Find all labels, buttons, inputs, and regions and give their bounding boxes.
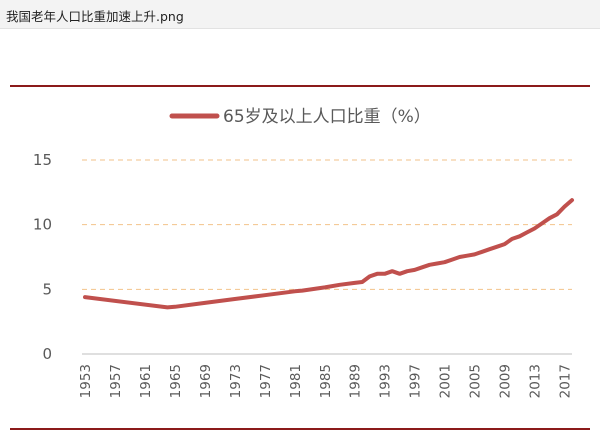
x-tick-label: 1965: [168, 364, 184, 398]
data-point: [480, 250, 484, 253]
y-tick-label: 15: [33, 151, 52, 169]
data-point: [518, 235, 521, 238]
data-point: [406, 270, 409, 273]
series-layer: [83, 198, 574, 310]
data-point: [435, 262, 439, 265]
data-point: [510, 237, 514, 241]
data-point: [540, 222, 544, 225]
data-point: [376, 272, 379, 275]
data-point: [233, 297, 236, 301]
data-point: [383, 272, 386, 275]
data-point: [83, 295, 87, 299]
series-line-0: [83, 198, 574, 310]
x-tick-label: 1981: [288, 364, 304, 398]
top-rule: [10, 85, 590, 87]
data-point: [465, 254, 469, 257]
data-point: [353, 281, 356, 285]
legend-label: 65岁及以上人口比重（%）: [223, 107, 431, 127]
data-point: [428, 263, 431, 266]
data-point: [338, 283, 341, 286]
x-tick-label: 1973: [228, 364, 244, 398]
gridlines: [82, 159, 572, 290]
data-point: [361, 280, 364, 284]
data-point: [533, 227, 536, 230]
data-point: [301, 289, 304, 292]
data-point: [166, 306, 169, 309]
x-tick-label: 2005: [468, 364, 484, 398]
data-point: [503, 242, 506, 246]
y-tick-label: 10: [33, 216, 52, 234]
file-name-label: 我国老年人口比重加速上升.png: [6, 9, 184, 24]
y-tick-label: 0: [42, 345, 52, 363]
tick-labels: 0 5 10 15 1953 1957 1961 1965 1969 1973 1977 1981 19…: [33, 151, 574, 398]
data-point: [473, 253, 476, 256]
data-point: [458, 255, 461, 259]
data-point: [263, 294, 266, 297]
x-tick-label: 1953: [78, 364, 94, 398]
x-tick-label: 1969: [198, 364, 214, 398]
data-point: [203, 301, 207, 305]
x-tick-label: 1957: [108, 364, 124, 398]
data-point: [173, 305, 177, 308]
bottom-rule: [10, 428, 590, 430]
data-point: [391, 270, 394, 273]
legend: 65岁及以上人口比重（%）: [169, 107, 431, 127]
y-tick-label: 5: [42, 280, 52, 298]
x-tick-label: 2009: [498, 364, 514, 398]
x-tick-label: 1993: [378, 364, 394, 398]
data-point: [323, 286, 326, 289]
data-point: [525, 231, 529, 234]
data-point: [495, 245, 499, 248]
window-titlebar: 我国老年人口比重加速上升.png: [0, 0, 600, 29]
data-point: [368, 275, 371, 278]
data-point: [293, 290, 296, 293]
data-point: [398, 272, 401, 275]
data-point: [421, 266, 424, 269]
data-point: [450, 258, 454, 261]
x-tick-label: 1985: [318, 364, 334, 398]
data-point: [488, 248, 491, 251]
data-point: [413, 268, 416, 272]
x-tick-label: 2001: [438, 364, 454, 398]
data-point: [555, 213, 559, 216]
data-point: [570, 198, 574, 202]
x-tick-label: 2013: [528, 364, 544, 398]
x-tick-label: 1997: [408, 364, 424, 398]
image-canvas: 0 5 10 15 1953 1957 1961 1965 1969 1973 1977 1981 19…: [0, 29, 600, 439]
data-point: [563, 205, 566, 208]
data-point: [548, 217, 551, 220]
x-tick-label: 1977: [258, 364, 274, 398]
data-point: [443, 261, 446, 264]
x-tick-label: 1989: [348, 364, 364, 398]
x-tick-label: 1961: [138, 364, 154, 398]
line-chart: 0 5 10 15 1953 1957 1961 1965 1969 1973 1977 1981 19…: [33, 107, 574, 398]
x-tick-label: 2017: [558, 364, 574, 398]
